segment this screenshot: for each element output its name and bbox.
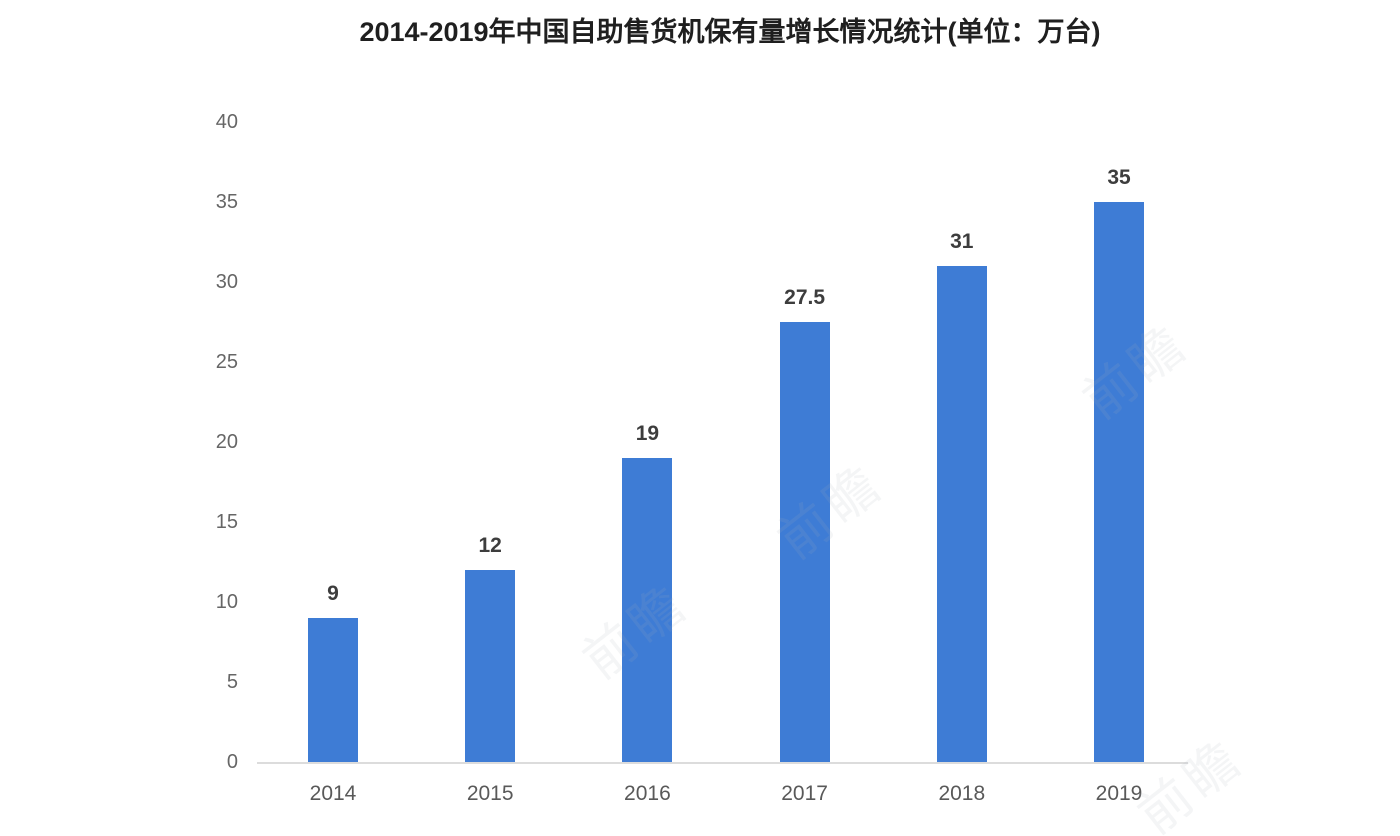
bar-value-label: 9	[327, 582, 339, 605]
x-axis-tick-label: 2017	[781, 782, 828, 805]
x-axis-tick-label: 2018	[938, 782, 986, 805]
y-axis-tick-label: 35	[215, 191, 238, 213]
x-axis-tick-label: 2014	[309, 782, 357, 805]
bar-value-label: 35	[1107, 166, 1131, 189]
y-axis-tick-label: 10	[215, 591, 238, 613]
bar-2019	[1094, 202, 1144, 762]
y-axis-tick-label: 20	[215, 431, 238, 453]
bar-2016	[622, 458, 673, 762]
bar-value-label: 12	[478, 534, 502, 557]
y-axis-tick-label: 40	[215, 111, 238, 133]
bar-2018	[936, 266, 987, 762]
bar-2014	[308, 618, 358, 762]
x-axis-tick-label: 2019	[1095, 782, 1143, 805]
x-axis-line	[257, 762, 1188, 764]
bar-2017	[779, 322, 830, 762]
x-axis-tick-label: 2015	[466, 782, 514, 805]
bar-value-label: 31	[950, 230, 974, 253]
y-axis-tick-label: 0	[226, 751, 238, 773]
x-axis-tick-label: 2016	[624, 782, 671, 805]
bar-2015	[465, 570, 516, 762]
bar-value-label: 27.5	[784, 286, 826, 309]
bar-value-label: 19	[635, 422, 660, 445]
y-axis-tick-label: 15	[215, 511, 238, 533]
y-axis-tick-label: 25	[215, 351, 238, 373]
chart-title: 2014-2019年中国自助售货机保有量增长情况统计(单位：万台)	[359, 17, 1101, 47]
y-axis-tick-label: 30	[215, 271, 238, 293]
y-axis-tick-label: 5	[226, 671, 238, 693]
